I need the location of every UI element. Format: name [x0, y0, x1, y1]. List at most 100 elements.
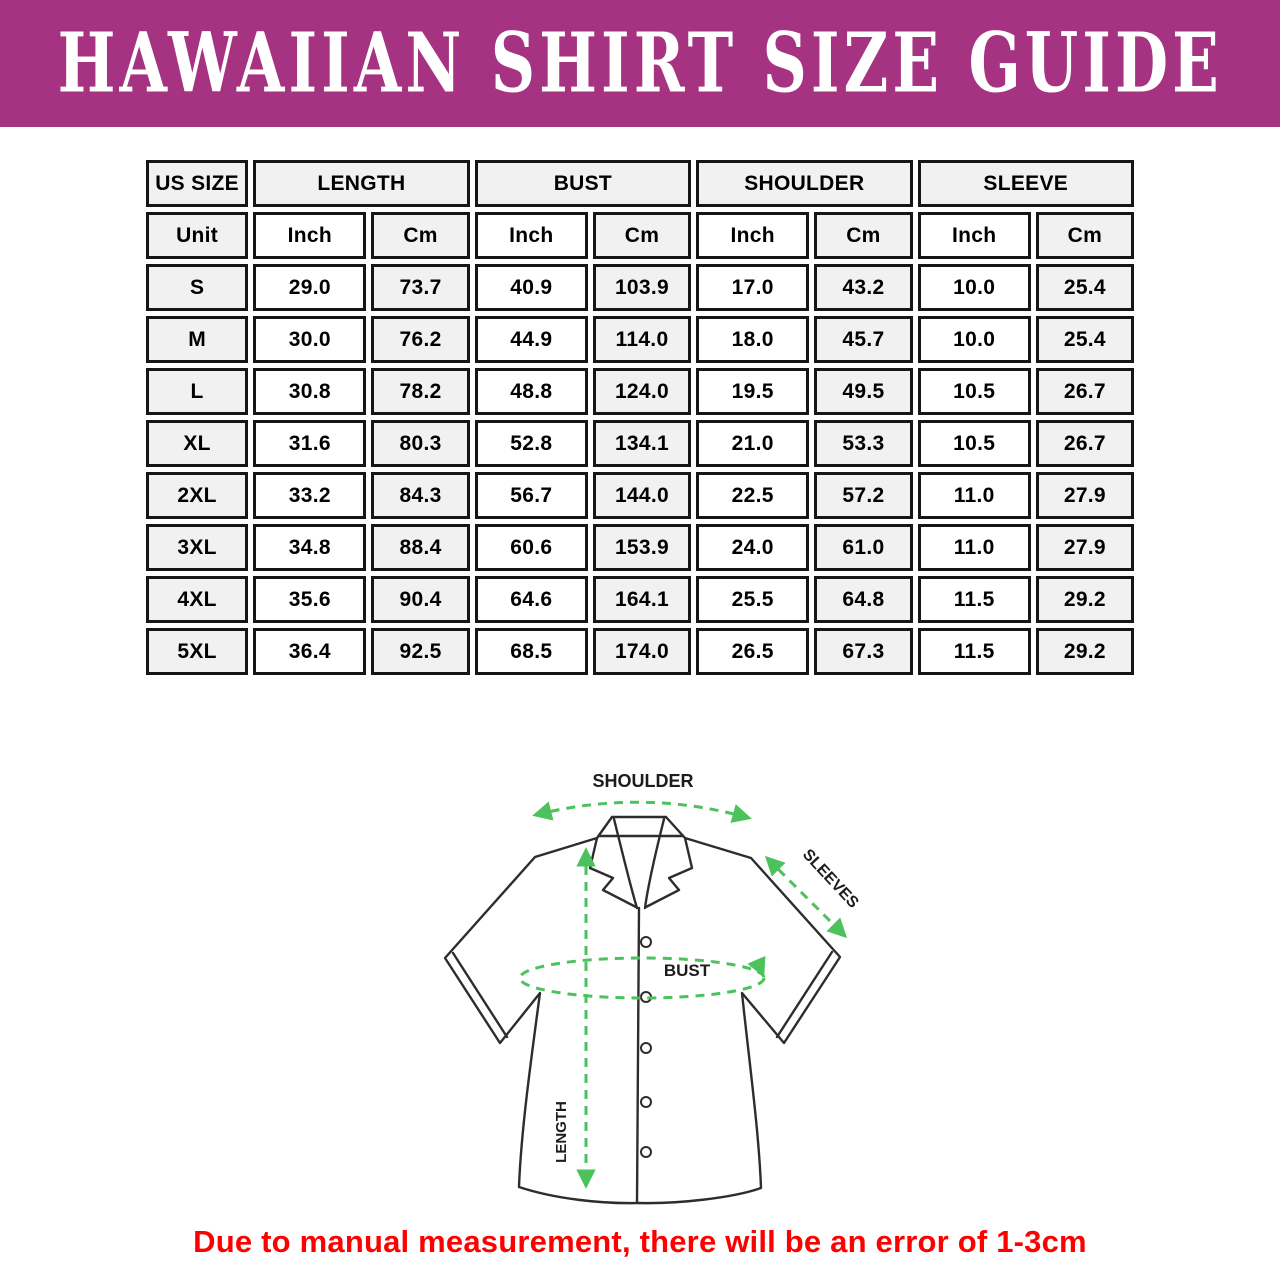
unit-cell: Inch: [917, 212, 1031, 259]
value-cell: 26.7: [1035, 420, 1134, 467]
size-cell: 5XL: [146, 628, 249, 675]
value-cell: 80.3: [371, 420, 470, 467]
bust-measure-ellipse: [518, 956, 766, 1000]
value-cell: 35.6: [253, 576, 367, 623]
size-table-container: US SIZE LENGTH BUST SHOULDER SLEEVE Unit…: [141, 155, 1139, 680]
value-cell: 76.2: [371, 316, 470, 363]
sleeves-label: SLEEVES: [799, 846, 862, 912]
value-cell: 11.5: [917, 628, 1031, 675]
shirt-button: [640, 1096, 652, 1108]
value-cell: 73.7: [371, 264, 470, 311]
value-cell: 53.3: [814, 420, 913, 467]
shirt-diagram-svg: SHOULDER SLEEVES BUST LENGTH: [443, 769, 864, 1205]
shoulder-measure-arrow: [532, 800, 752, 823]
column-header-bust: BUST: [474, 160, 692, 207]
value-cell: 29.2: [1035, 628, 1134, 675]
value-cell: 64.8: [814, 576, 913, 623]
size-table: US SIZE LENGTH BUST SHOULDER SLEEVE Unit…: [141, 155, 1139, 680]
value-cell: 29.2: [1035, 576, 1134, 623]
value-cell: 10.5: [917, 368, 1031, 415]
value-cell: 24.0: [696, 524, 810, 571]
value-cell: 124.0: [592, 368, 692, 415]
value-cell: 17.0: [696, 264, 810, 311]
value-cell: 30.8: [253, 368, 367, 415]
value-cell: 68.5: [474, 628, 588, 675]
value-cell: 103.9: [592, 264, 692, 311]
shoulder-label: SHOULDER: [592, 771, 693, 791]
footnote: Due to manual measurement, there will be…: [193, 1224, 1087, 1259]
size-cell: 3XL: [146, 524, 249, 571]
value-cell: 92.5: [371, 628, 470, 675]
value-cell: 67.3: [814, 628, 913, 675]
value-cell: 56.7: [474, 472, 588, 519]
value-cell: 57.2: [814, 472, 913, 519]
length-label: LENGTH: [553, 1101, 570, 1163]
value-cell: 48.8: [474, 368, 588, 415]
size-row: L 30.8 78.2 48.8 124.0 19.5 49.5 10.5 26.7: [146, 368, 1134, 415]
value-cell: 36.4: [253, 628, 367, 675]
value-cell: 25.4: [1035, 316, 1134, 363]
unit-cell: Cm: [371, 212, 470, 259]
shirt-measurement-diagram: SHOULDER SLEEVES BUST LENGTH: [403, 760, 883, 1222]
value-cell: 11.0: [917, 472, 1031, 519]
value-cell: 11.0: [917, 524, 1031, 571]
size-cell: L: [146, 368, 249, 415]
value-cell: 64.6: [474, 576, 588, 623]
value-cell: 19.5: [696, 368, 810, 415]
size-row: 3XL 34.8 88.4 60.6 153.9 24.0 61.0 11.0 27.9: [146, 524, 1134, 571]
value-cell: 40.9: [474, 264, 588, 311]
value-cell: 11.5: [917, 576, 1031, 623]
value-cell: 60.6: [474, 524, 588, 571]
shirt-button: [640, 1042, 652, 1054]
value-cell: 78.2: [371, 368, 470, 415]
unit-cell: Cm: [814, 212, 913, 259]
bust-label: BUST: [664, 961, 711, 980]
value-cell: 90.4: [371, 576, 470, 623]
value-cell: 134.1: [592, 420, 692, 467]
value-cell: 30.0: [253, 316, 367, 363]
value-cell: 10.0: [917, 264, 1031, 311]
unit-cell: Cm: [1035, 212, 1134, 259]
size-row: XL 31.6 80.3 52.8 134.1 21.0 53.3 10.5 26.7: [146, 420, 1134, 467]
value-cell: 88.4: [371, 524, 470, 571]
value-cell: 144.0: [592, 472, 692, 519]
unit-cell: Unit: [146, 212, 249, 259]
value-cell: 43.2: [814, 264, 913, 311]
size-cell: XL: [146, 420, 249, 467]
unit-cell: Cm: [592, 212, 692, 259]
value-cell: 33.2: [253, 472, 367, 519]
size-cell: S: [146, 264, 249, 311]
unit-cell: Inch: [253, 212, 367, 259]
value-cell: 61.0: [814, 524, 913, 571]
column-header-length: LENGTH: [253, 160, 470, 207]
size-row: M 30.0 76.2 44.9 114.0 18.0 45.7 10.0 25.4: [146, 316, 1134, 363]
value-cell: 27.9: [1035, 524, 1134, 571]
value-cell: 114.0: [592, 316, 692, 363]
unit-cell: Inch: [474, 212, 588, 259]
value-cell: 153.9: [592, 524, 692, 571]
shirt-button: [640, 1146, 652, 1158]
value-cell: 21.0: [696, 420, 810, 467]
size-row: 2XL 33.2 84.3 56.7 144.0 22.5 57.2 11.0 27.9: [146, 472, 1134, 519]
value-cell: 26.7: [1035, 368, 1134, 415]
value-cell: 10.5: [917, 420, 1031, 467]
value-cell: 31.6: [253, 420, 367, 467]
value-cell: 29.0: [253, 264, 367, 311]
size-cell: 2XL: [146, 472, 249, 519]
value-cell: 25.5: [696, 576, 810, 623]
table-group-header-row: US SIZE LENGTH BUST SHOULDER SLEEVE: [146, 160, 1134, 207]
value-cell: 84.3: [371, 472, 470, 519]
value-cell: 45.7: [814, 316, 913, 363]
value-cell: 18.0: [696, 316, 810, 363]
size-cell: 4XL: [146, 576, 249, 623]
size-cell: M: [146, 316, 249, 363]
bust-measure-arrow-tip: [747, 955, 766, 978]
unit-cell: Inch: [696, 212, 810, 259]
column-header-us-size: US SIZE: [146, 160, 249, 207]
value-cell: 49.5: [814, 368, 913, 415]
value-cell: 44.9: [474, 316, 588, 363]
title-banner: HAWAIIAN SHIRT SIZE GUIDE: [0, 0, 1280, 127]
column-header-shoulder: SHOULDER: [696, 160, 913, 207]
size-row: 4XL 35.6 90.4 64.6 164.1 25.5 64.8 11.5 29.2: [146, 576, 1134, 623]
value-cell: 10.0: [917, 316, 1031, 363]
